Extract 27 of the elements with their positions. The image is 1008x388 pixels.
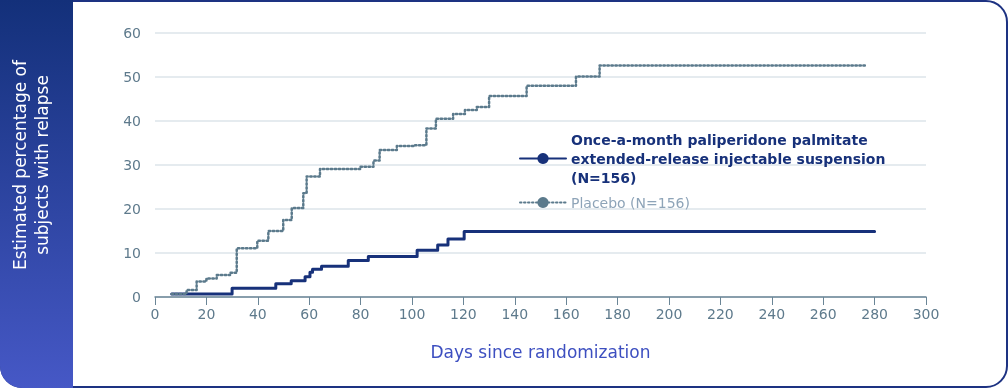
y-tick-label: 0 [132, 289, 141, 305]
y-axis-title: Estimated percentage of subjects with relapse [10, 59, 52, 270]
x-tick-label: 60 [300, 306, 319, 322]
y-tick-label: 50 [123, 69, 141, 85]
x-tick-label: 220 [707, 306, 734, 322]
x-tick-label: 40 [248, 306, 267, 322]
legend-label: Once-a-month paliperidone palmitate extended-release injectable suspension (N=156) [571, 131, 891, 186]
x-tick-label: 260 [809, 306, 837, 322]
x-tick-label: 120 [450, 306, 477, 322]
y-tick-label: 30 [123, 157, 141, 173]
x-axis-title: Days since randomization [430, 341, 651, 362]
x-tick-label: 180 [604, 306, 631, 322]
legend-label: Placebo (N=156) [571, 194, 690, 211]
x-tick-label: 200 [655, 306, 683, 322]
x-tick-label: 0 [150, 306, 160, 322]
x-tick-label: 100 [398, 306, 426, 322]
x-tick-label: 80 [351, 306, 370, 322]
x-tick-label: 20 [197, 306, 216, 322]
x-tick-label: 240 [758, 306, 786, 322]
x-tick-label: 280 [861, 306, 888, 322]
y-tick-label: 10 [123, 245, 141, 261]
y-tick-label: 20 [123, 201, 141, 217]
y-tick-label: 60 [123, 25, 141, 41]
y-tick-label: 40 [123, 113, 141, 129]
x-tick-label: 160 [552, 306, 580, 322]
x-tick-label: 300 [912, 306, 940, 322]
x-tick-label: 140 [501, 306, 529, 322]
